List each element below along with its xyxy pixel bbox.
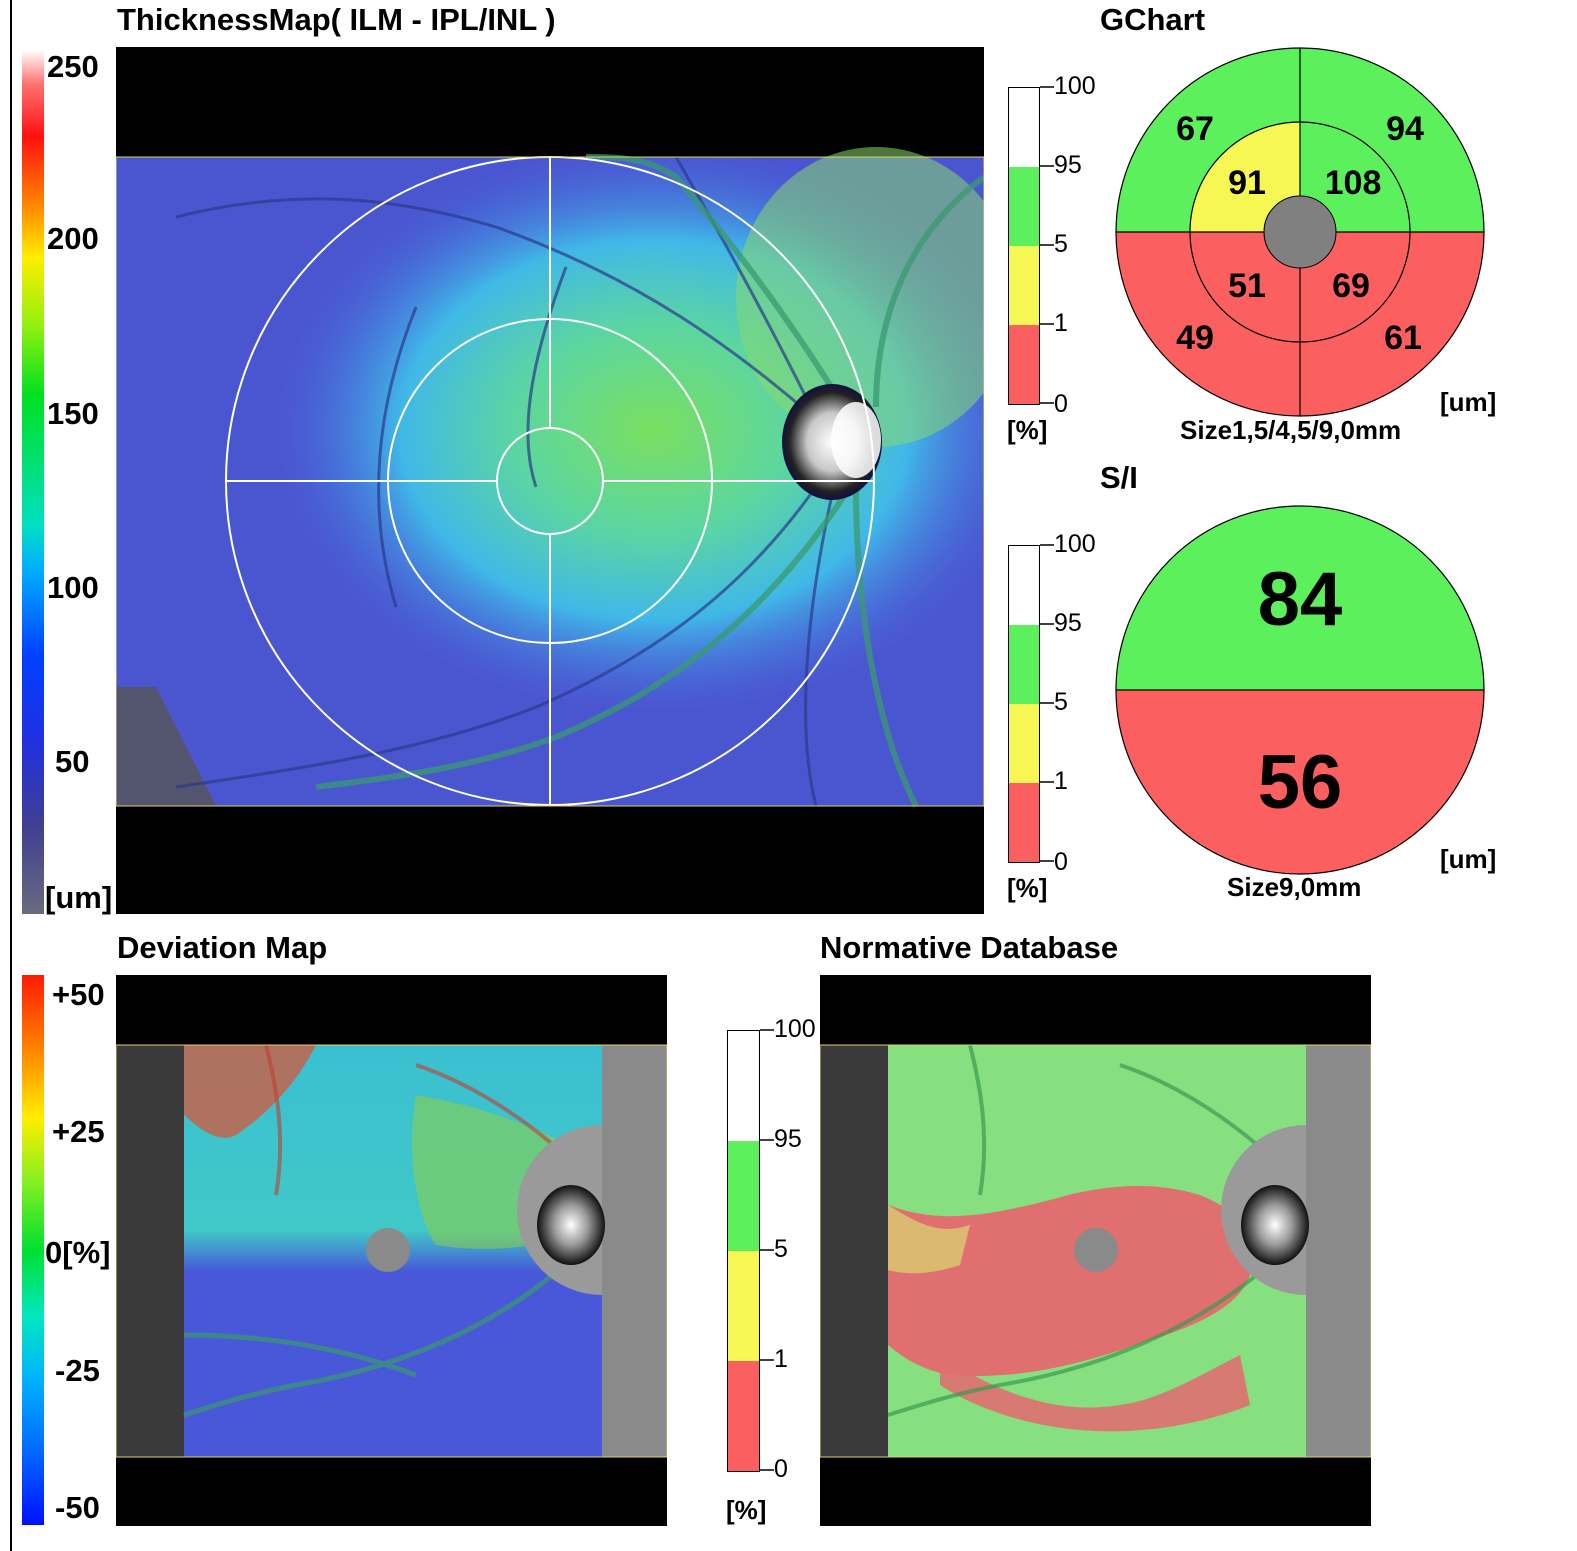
normative-scale-unit: [%]	[726, 1495, 767, 1525]
normative-scale-tick-5: 5	[774, 1235, 788, 1263]
normative-database-title: Normative Database	[820, 930, 1119, 965]
si-chart-title: S/I	[1100, 460, 1138, 495]
gchart-scale-tick-0: 0	[1054, 390, 1068, 418]
normative-scale-tick-95: 95	[774, 1125, 802, 1153]
thickness-scale-unit: [um]	[45, 880, 113, 915]
normative-database-image	[820, 975, 1371, 1526]
gchart-size-label: Size1,5/4,5/9,0mm	[1180, 415, 1402, 445]
normative-scale-tick-1: 1	[774, 1345, 788, 1373]
thickness-map-title: ThicknessMap( ILM - IPL/INL )	[117, 2, 556, 37]
si-scale-tick-1: 1	[1054, 767, 1068, 795]
si-chart-diagram: 84 56	[1115, 505, 1485, 875]
si-percentile-scale	[1008, 545, 1040, 863]
gchart-title: GChart	[1100, 2, 1206, 37]
gchart-outer-inferior-temporal: 49	[1176, 319, 1214, 357]
gchart-outer-inferior-nasal: 61	[1384, 319, 1422, 357]
thickness-tick-100: 100	[47, 570, 99, 605]
deviation-tick-minus25: -25	[55, 1353, 100, 1388]
gchart-inner-superior-temporal: 91	[1228, 164, 1266, 202]
gchart-scale-unit: [%]	[1007, 415, 1048, 445]
normative-scale-tick-0: 0	[774, 1455, 788, 1483]
gchart-inner-inferior-nasal: 69	[1332, 267, 1370, 305]
deviation-color-scale	[22, 975, 44, 1525]
thickness-tick-200: 200	[47, 221, 99, 256]
gchart-inner-inferior-temporal: 51	[1228, 267, 1266, 305]
si-chart-size-label: Size9,0mm	[1227, 872, 1362, 902]
gchart-outer-superior-temporal: 67	[1176, 110, 1214, 148]
left-border-line	[10, 0, 12, 1551]
gchart-scale-tick-5: 5	[1054, 230, 1068, 258]
gchart-unit: [um]	[1440, 387, 1497, 417]
si-superior-value: 84	[1258, 557, 1343, 642]
si-scale-ticks	[1040, 544, 1054, 862]
si-scale-tick-100: 100	[1054, 530, 1096, 558]
thickness-tick-50: 50	[55, 744, 90, 779]
gchart-scale-ticks	[1040, 86, 1054, 404]
gchart-diagram: 67 94 91 108 51 69 49 61	[1115, 47, 1485, 417]
deviation-tick-minus50: -50	[55, 1490, 100, 1525]
gchart-inner-superior-nasal: 108	[1325, 164, 1382, 202]
si-scale-tick-95: 95	[1054, 609, 1082, 637]
si-inferior-value: 56	[1258, 740, 1343, 825]
si-scale-unit: [%]	[1007, 873, 1048, 903]
gchart-scale-tick-100: 100	[1054, 72, 1096, 100]
si-scale-tick-0: 0	[1054, 848, 1068, 876]
thickness-map-image	[116, 47, 984, 914]
deviation-tick-zero: 0[%]	[45, 1235, 111, 1270]
gchart-scale-tick-95: 95	[1054, 151, 1082, 179]
gchart-scale-tick-1: 1	[1054, 309, 1068, 337]
normative-scale-ticks	[760, 1029, 774, 1471]
deviation-map-title: Deviation Map	[117, 930, 328, 965]
deviation-tick-plus25: +25	[52, 1114, 105, 1149]
thickness-color-scale	[22, 50, 44, 914]
thickness-tick-250: 250	[47, 49, 99, 84]
gchart-percentile-scale	[1008, 87, 1040, 405]
si-scale-tick-5: 5	[1054, 688, 1068, 716]
normative-percentile-scale	[727, 1030, 760, 1472]
gchart-outer-superior-nasal: 94	[1386, 110, 1424, 148]
normative-scale-tick-100: 100	[774, 1015, 816, 1043]
deviation-tick-plus50: +50	[52, 977, 105, 1012]
thickness-tick-150: 150	[47, 396, 99, 431]
deviation-map-image	[116, 975, 667, 1526]
si-chart-unit: [um]	[1440, 844, 1497, 874]
